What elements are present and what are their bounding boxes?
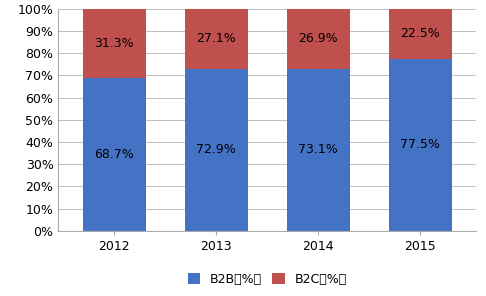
Bar — [389, 59, 452, 231]
Bar — [185, 69, 248, 231]
Text: 77.5%: 77.5% — [400, 138, 440, 151]
Bar — [389, 9, 452, 59]
Bar — [287, 69, 350, 231]
Bar — [287, 9, 350, 69]
Text: 26.9%: 26.9% — [298, 32, 338, 45]
Text: 68.7%: 68.7% — [94, 148, 134, 161]
Legend: B2B（%）, B2C（%）: B2B（%）, B2C（%） — [188, 273, 347, 286]
Text: 31.3%: 31.3% — [95, 37, 134, 50]
Text: 22.5%: 22.5% — [400, 27, 440, 40]
Bar — [185, 9, 248, 69]
Bar — [83, 9, 146, 78]
Text: 72.9%: 72.9% — [196, 144, 236, 157]
Text: 73.1%: 73.1% — [298, 143, 338, 156]
Text: 27.1%: 27.1% — [196, 33, 236, 46]
Bar — [83, 78, 146, 231]
